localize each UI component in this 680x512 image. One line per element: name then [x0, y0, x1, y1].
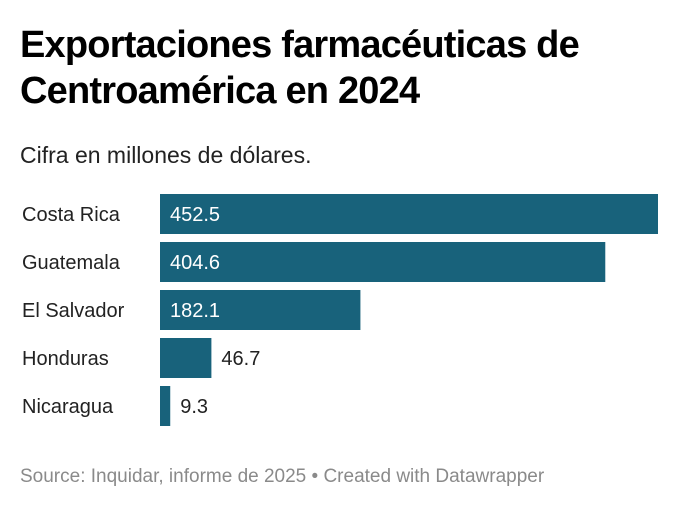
category-label: El Salvador	[22, 300, 125, 322]
bar	[160, 386, 171, 426]
value-label: 46.7	[221, 348, 260, 370]
bar	[160, 290, 361, 330]
bar	[160, 194, 658, 234]
bar	[160, 338, 212, 378]
bar-row: Honduras 46.7	[22, 338, 260, 378]
category-label: Honduras	[22, 348, 109, 370]
chart-title: Exportaciones farmacéuticas de Centroamé…	[20, 24, 580, 112]
value-label: 452.5	[170, 204, 220, 226]
category-label: Nicaragua	[22, 396, 114, 418]
bar	[160, 242, 606, 282]
bar-row: Nicaragua 9.3	[22, 386, 208, 426]
value-label: 182.1	[170, 300, 220, 322]
bar-chart: Costa Rica 452.5 Guatemala 404.6 El Salvador…	[22, 194, 658, 426]
chart-subtitle: Cifra en millones de dólares.	[20, 142, 312, 168]
value-label: 9.3	[180, 396, 208, 418]
bar-row: Costa Rica 452.5	[22, 194, 658, 234]
bar-row: Guatemala 404.6	[22, 242, 606, 282]
category-label: Guatemala	[22, 252, 121, 274]
value-label: 404.6	[170, 252, 220, 274]
category-label: Costa Rica	[22, 204, 121, 226]
source-footer: Source: Inquidar, informe de 2025 • Crea…	[20, 466, 545, 487]
bar-row: El Salvador 182.1	[22, 290, 361, 330]
